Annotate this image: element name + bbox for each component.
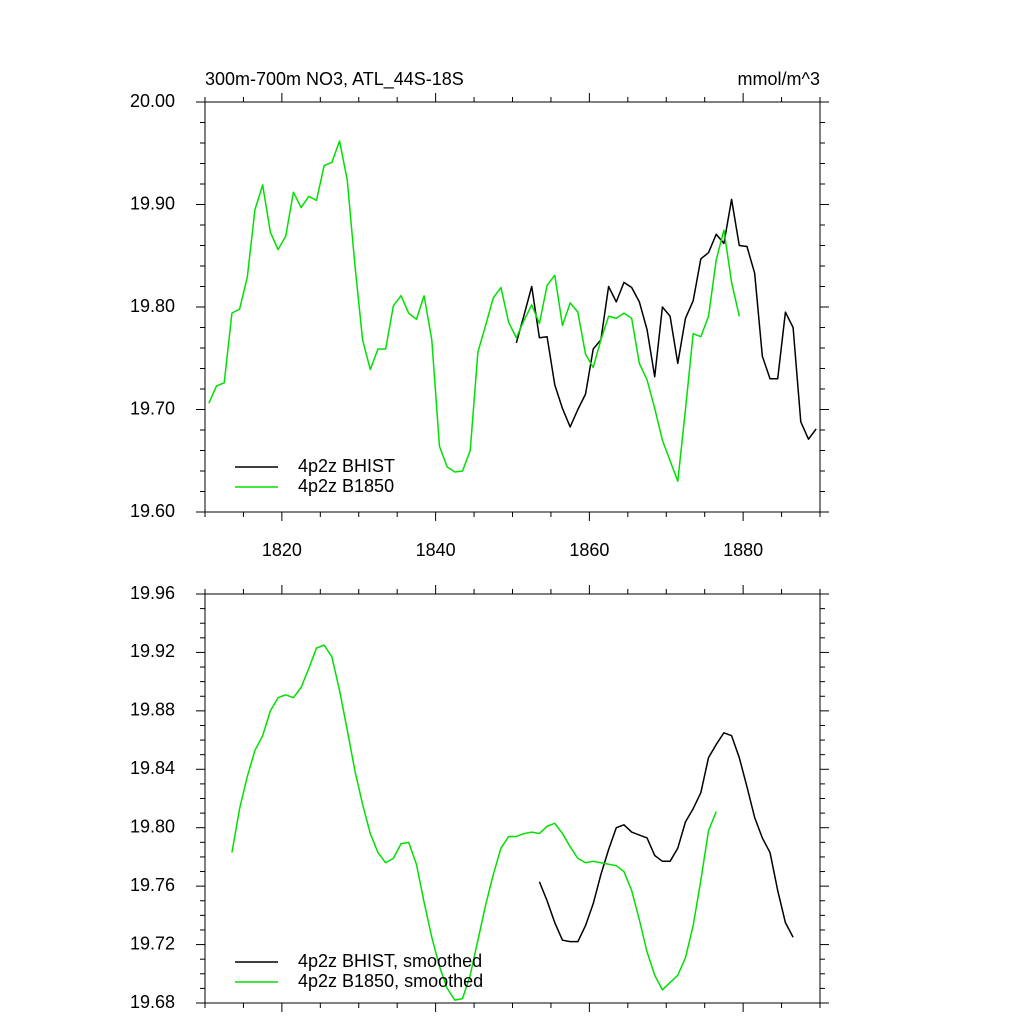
series-line (231, 644, 717, 1001)
legend-label: 4p2z B1850 (298, 476, 394, 496)
y-tick-label: 19.72 (130, 933, 175, 953)
x-tick-label: 1820 (262, 540, 302, 560)
y-tick-label: 19.80 (130, 296, 175, 316)
y-tick-label: 19.60 (130, 501, 175, 521)
plot-frame (204, 593, 821, 1004)
series-line (538, 732, 794, 943)
chart-title: 300m-700m NO3, ATL_44S-18S (205, 69, 464, 90)
legend-label: 4p2z B1850, smoothed (298, 971, 483, 991)
y-tick-label: 19.70 (130, 398, 175, 418)
y-tick-label: 19.90 (130, 193, 175, 213)
y-tick-label: 19.92 (130, 641, 175, 661)
legend-label: 4p2z BHIST, smoothed (298, 951, 482, 971)
y-tick-label: 20.00 (130, 91, 175, 111)
y-tick-label: 19.68 (130, 992, 175, 1012)
y-tick-label: 19.84 (130, 758, 175, 778)
y-tick-label: 19.80 (130, 816, 175, 836)
y-tick-label: 19.76 (130, 875, 175, 895)
x-tick-label: 1880 (723, 540, 763, 560)
x-tick-label: 1840 (416, 540, 456, 560)
legend-label: 4p2z BHIST (298, 456, 395, 476)
x-tick-label: 1860 (569, 540, 609, 560)
series-line (208, 140, 741, 482)
y-tick-label: 19.88 (130, 700, 175, 720)
plot-frame (204, 101, 821, 513)
y-tick-label: 19.96 (130, 583, 175, 603)
series-line (515, 198, 817, 440)
units-label: mmol/m^3 (738, 69, 820, 89)
